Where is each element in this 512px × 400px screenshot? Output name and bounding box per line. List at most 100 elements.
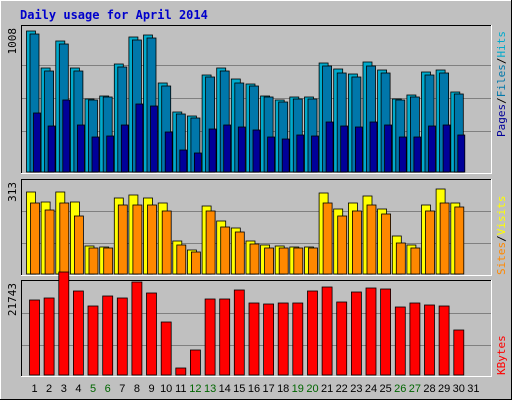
pages-bar-26 — [398, 136, 407, 173]
sites-bar-23 — [351, 210, 362, 275]
sites-bar-6 — [103, 247, 114, 275]
pages-bar-1 — [33, 112, 41, 173]
day-label-28: 28 — [423, 383, 435, 395]
day-label-31: 31 — [467, 383, 479, 395]
sites-bar-30 — [454, 206, 465, 275]
day-label-3: 3 — [61, 383, 67, 395]
kbytes-bar-4 — [73, 290, 84, 376]
kbytes-bar-18 — [277, 302, 289, 376]
day-label-5: 5 — [90, 383, 96, 395]
pages-bar-10 — [164, 131, 173, 173]
kbytes-bar-17 — [263, 303, 275, 376]
day-label-9: 9 — [148, 383, 154, 395]
pages-bar-2 — [47, 125, 56, 173]
hits-legend: Pages/Files/Hits — [495, 31, 508, 137]
kbytes-bar-8 — [131, 281, 143, 376]
kbytes-bar-26 — [394, 306, 406, 376]
kbytes-bar-16 — [248, 302, 260, 376]
visits-max-label: 313 — [6, 182, 19, 202]
sites-bar-24 — [366, 204, 377, 275]
kbytes-bar-19 — [292, 302, 304, 376]
pages-bar-15 — [237, 126, 246, 173]
pages-bar-12 — [193, 152, 202, 173]
kbytes-bar-10 — [160, 321, 172, 376]
kbytes-bar-14 — [219, 298, 231, 376]
kbytes-bar-1 — [29, 299, 40, 376]
pages-bar-11 — [179, 149, 188, 173]
pages-bar-29 — [442, 124, 451, 173]
sites-bar-13 — [205, 210, 216, 275]
kbytes-bar-15 — [233, 289, 245, 376]
kbytes-bar-28 — [424, 304, 435, 376]
day-label-27: 27 — [409, 383, 421, 395]
pages-bar-3 — [62, 99, 71, 173]
sites-bar-20 — [308, 247, 318, 275]
sites-bar-25 — [381, 213, 392, 275]
sites-bar-15 — [234, 231, 245, 275]
kbytes-bar-5 — [87, 305, 99, 376]
sites-bar-19 — [293, 247, 304, 275]
legend-sites: Sites — [495, 242, 508, 275]
day-label-1: 1 — [31, 383, 37, 395]
day-label-6: 6 — [105, 383, 111, 395]
pages-bar-28 — [428, 125, 436, 173]
pages-bar-23 — [354, 126, 363, 173]
day-label-16: 16 — [248, 383, 260, 395]
legend-files: Files — [495, 64, 508, 97]
pages-bar-25 — [384, 124, 393, 173]
kbytes-legend: KBytes — [495, 335, 508, 375]
sites-bar-21 — [322, 202, 333, 275]
sites-bar-12 — [190, 251, 201, 275]
sites-bar-17 — [264, 247, 275, 275]
day-label-15: 15 — [233, 383, 245, 395]
kbytes-bar-23 — [350, 291, 362, 376]
pages-bar-30 — [457, 134, 466, 173]
kbytes-bar-25 — [380, 288, 392, 376]
kbytes-bar-7 — [116, 297, 128, 376]
sites-bar-5 — [88, 247, 99, 275]
pages-bar-13 — [208, 128, 217, 173]
pages-bar-14 — [223, 124, 232, 173]
sites-bar-10 — [161, 210, 172, 275]
day-label-2: 2 — [46, 383, 52, 395]
kbytes-bar-12 — [189, 349, 201, 376]
sites-bar-11 — [176, 244, 187, 275]
legend-sep: / — [495, 58, 508, 65]
day-label-7: 7 — [119, 383, 125, 395]
pages-bar-21 — [325, 121, 334, 173]
kbytes-bar-27 — [409, 302, 421, 376]
pages-bar-20 — [311, 135, 319, 173]
pages-bar-7 — [120, 124, 129, 173]
kbytes-bar-3 — [58, 271, 70, 376]
sites-bar-29 — [439, 202, 450, 275]
day-label-19: 19 — [292, 383, 304, 395]
kbytes-bar-21 — [321, 286, 333, 376]
day-label-26: 26 — [394, 383, 406, 395]
day-label-4: 4 — [75, 383, 81, 395]
kbytes-max-label: 21743 — [6, 283, 19, 316]
pages-bar-4 — [77, 124, 85, 173]
hits-max-label: 1008 — [6, 28, 19, 55]
pages-bar-6 — [106, 135, 115, 173]
kbytes-bar-30 — [453, 329, 465, 376]
legend-sep: / — [495, 235, 508, 242]
kbytes-bar-11 — [175, 367, 187, 376]
legend-visits: Visits — [495, 196, 508, 236]
legend-kbytes: KBytes — [495, 335, 508, 375]
kbytes-bar-24 — [365, 287, 377, 376]
chart-title: Daily usage for April 2014 — [20, 8, 208, 22]
pages-bar-8 — [135, 103, 144, 173]
legend-hits: Hits — [495, 31, 508, 58]
day-label-21: 21 — [321, 383, 333, 395]
day-label-23: 23 — [350, 383, 362, 395]
day-label-14: 14 — [219, 383, 231, 395]
visits-legend: Sites/Visits — [495, 196, 508, 276]
pages-bar-5 — [91, 136, 100, 173]
pages-bar-18 — [281, 138, 290, 173]
sites-bar-4 — [74, 215, 84, 275]
sites-bar-26 — [395, 242, 406, 275]
sites-bar-8 — [132, 204, 143, 275]
sites-bar-2 — [44, 209, 55, 275]
pages-bar-22 — [340, 125, 349, 173]
day-label-13: 13 — [204, 383, 216, 395]
